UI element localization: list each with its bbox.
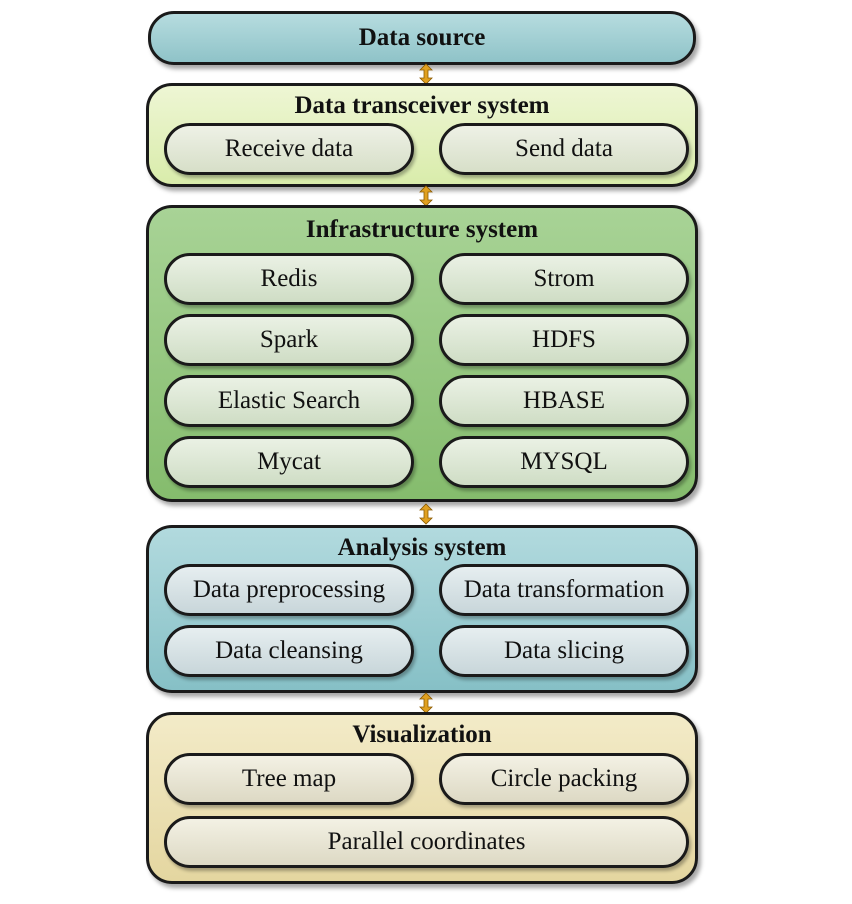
- mysql-node: MYSQL: [439, 436, 689, 488]
- double-arrow-icon: [419, 692, 433, 714]
- data-transceiver-title: Data transceiver system: [294, 92, 550, 119]
- double-arrow-icon: [419, 63, 433, 85]
- elastic-search-node: Elastic Search: [164, 375, 414, 427]
- data-transceiver-layer: Data transceiver system Receive data Sen…: [146, 83, 698, 187]
- data-source-title: Data source: [358, 24, 486, 51]
- double-arrow-icon: [419, 503, 433, 525]
- tree-map-node: Tree map: [164, 753, 414, 805]
- data-preprocessing-node: Data preprocessing: [164, 564, 414, 616]
- send-data-node: Send data: [439, 123, 689, 175]
- analysis-title: Analysis system: [337, 534, 507, 561]
- hdfs-node: HDFS: [439, 314, 689, 366]
- hbase-node: HBASE: [439, 375, 689, 427]
- visualization-layer: Visualization Tree map Circle packing Pa…: [146, 712, 698, 884]
- data-transformation-node: Data transformation: [439, 564, 689, 616]
- parallel-coordinates-node: Parallel coordinates: [164, 816, 689, 868]
- data-source-layer: Data source: [148, 11, 696, 65]
- circle-packing-node: Circle packing: [439, 753, 689, 805]
- data-slicing-node: Data slicing: [439, 625, 689, 677]
- mycat-node: Mycat: [164, 436, 414, 488]
- infrastructure-title: Infrastructure system: [305, 216, 539, 243]
- receive-data-node: Receive data: [164, 123, 414, 175]
- strom-node: Strom: [439, 253, 689, 305]
- spark-node: Spark: [164, 314, 414, 366]
- analysis-layer: Analysis system Data preprocessing Data …: [146, 525, 698, 693]
- visualization-title: Visualization: [352, 721, 492, 748]
- redis-node: Redis: [164, 253, 414, 305]
- double-arrow-icon: [419, 185, 433, 207]
- data-cleansing-node: Data cleansing: [164, 625, 414, 677]
- infrastructure-layer: Infrastructure system Redis Strom Spark …: [146, 205, 698, 502]
